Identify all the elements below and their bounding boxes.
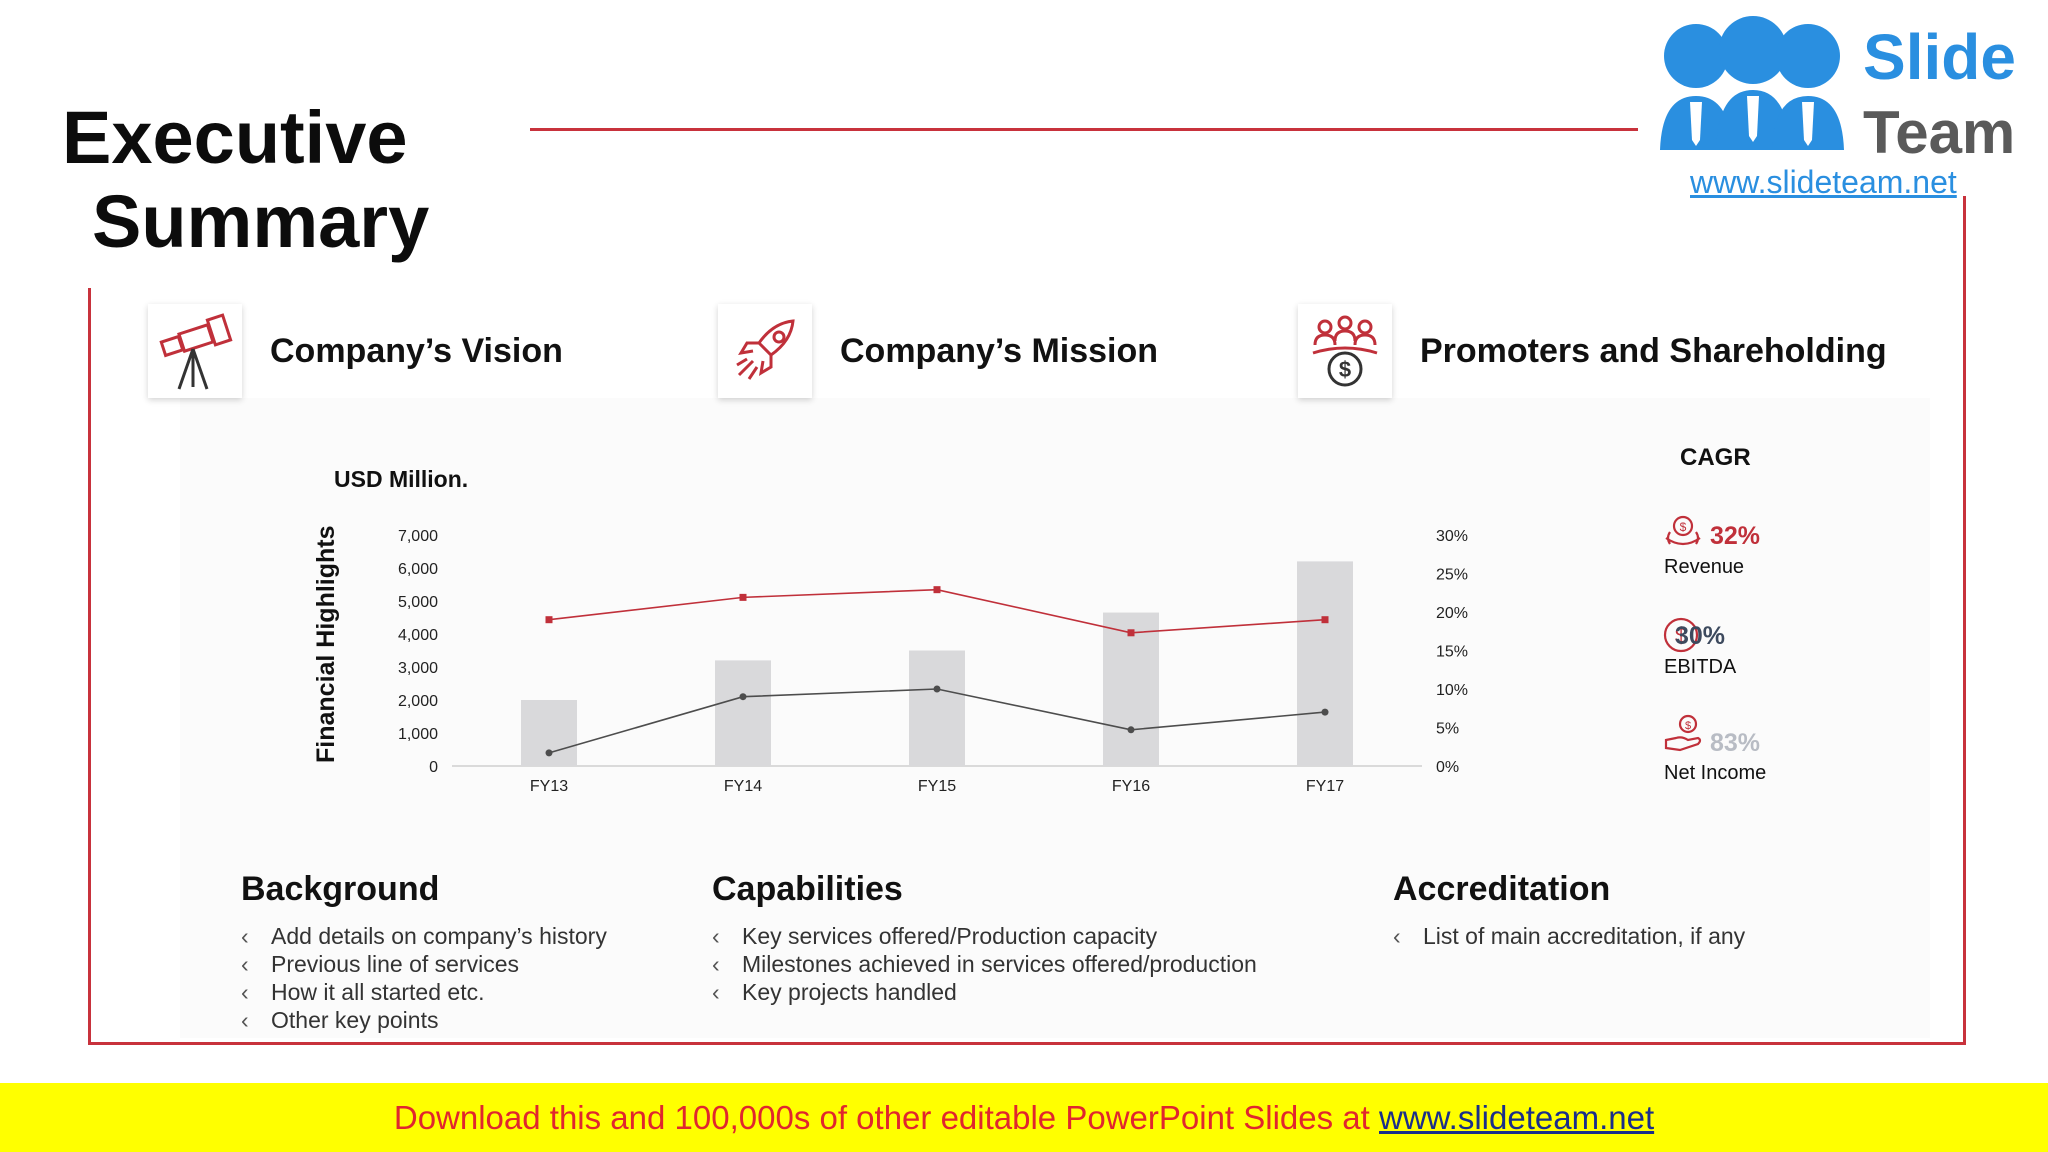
bar-fy15 (909, 650, 965, 766)
x-tick-label: FY16 (1112, 778, 1150, 795)
revenue-icon: $ (1665, 515, 1701, 546)
logo-word-slide: Slide (1863, 21, 2016, 93)
net-income-cagr-value: 83% (1710, 729, 1761, 757)
people-icon (1660, 16, 1844, 150)
x-tick-label: FY17 (1306, 778, 1344, 795)
cagr-title: CAGR (1680, 444, 1751, 471)
y2-tick-label: 20% (1436, 605, 1468, 622)
chart-y-axis-title: Financial Highlights (312, 525, 340, 763)
capabilities-list: Key services offered/Production capacity… (712, 922, 1257, 1006)
ebitda-cagr-label: EBITDA (1664, 656, 1737, 678)
accreditation-heading: Accreditation (1393, 870, 1611, 908)
title-line-2: Summary (92, 180, 430, 263)
list-item: Add details on company’s history (241, 922, 607, 950)
page-title: Executive Summary (62, 96, 429, 264)
y-tick-label: 1,000 (398, 726, 438, 743)
y2-tick-label: 0% (1436, 759, 1459, 776)
net-income-cagr-label: Net Income (1664, 762, 1767, 784)
y-tick-label: 6,000 (398, 561, 438, 578)
y-tick-label: 5,000 (398, 594, 438, 611)
svg-text:$: $ (1680, 520, 1687, 534)
series-1-point (1127, 629, 1135, 637)
svg-text:$: $ (1685, 720, 1691, 732)
x-tick-label: FY13 (530, 778, 568, 795)
series-2-point (933, 685, 941, 693)
list-item: Key projects handled (712, 978, 1257, 1006)
frame-right-line (1963, 128, 1966, 290)
banner-message: Download this and 100,000s of other edit… (0, 1099, 2048, 1137)
banner-text: Download this and 100,000s of other edit… (393, 1099, 1379, 1136)
revenue-cagr-value: 32% (1710, 522, 1761, 550)
list-item: Milestones achieved in services offered/… (712, 950, 1257, 978)
series-line-1 (548, 588, 1326, 634)
x-tick-label: FY14 (724, 778, 762, 795)
vision-heading: Company’s Vision (270, 332, 563, 370)
title-line-1: Executive (62, 96, 408, 179)
shareholders-icon: $ (1298, 304, 1392, 398)
logo-word-team: Team (1863, 99, 2016, 166)
capabilities-heading: Capabilities (712, 870, 903, 908)
slideteam-logo[interactable]: Slide Team www.slideteam.net (1638, 0, 2038, 200)
rocket-icon (718, 304, 812, 398)
list-item: Key services offered/Production capacity (712, 922, 1257, 950)
banner-link[interactable]: www.slideteam.net (1379, 1099, 1655, 1136)
list-item: List of main accreditation, if any (1393, 922, 1745, 950)
bar-fy16 (1103, 612, 1159, 766)
content-frame (88, 288, 1966, 1045)
list-item: How it all started etc. (241, 978, 607, 1006)
y2-tick-label: 5% (1436, 721, 1459, 738)
telescope-icon (148, 304, 242, 398)
y-tick-label: 3,000 (398, 660, 438, 677)
mission-heading: Company’s Mission (840, 332, 1159, 370)
x-tick-label: FY15 (918, 778, 956, 795)
chart-title: USD Million. (334, 466, 469, 492)
y2-tick-label: 15% (1436, 644, 1468, 661)
series-2-point (545, 749, 553, 757)
accreditation-list: List of main accreditation, if any (1393, 922, 1745, 950)
download-banner: Download this and 100,000s of other edit… (0, 1083, 2048, 1152)
y-tick-label: 4,000 (398, 627, 438, 644)
dollar-icon: $ (1663, 617, 1699, 653)
svg-text:$: $ (1339, 357, 1351, 382)
ebitda-cagr-value: 30% (1675, 622, 1726, 650)
list-item: Previous line of services (241, 950, 607, 978)
series-1-point (545, 616, 553, 624)
series-2-point (739, 693, 747, 701)
y-tick-label: 2,000 (398, 693, 438, 710)
hand-money-icon: $ (1664, 714, 1702, 752)
list-item: Other key points (241, 1006, 607, 1034)
logo-url-link[interactable]: www.slideteam.net (1690, 164, 1957, 200)
bar-fy14 (715, 660, 771, 766)
series-1-point (933, 586, 941, 594)
series-2-point (1127, 726, 1135, 734)
y2-tick-label: 30% (1436, 528, 1468, 545)
revenue-cagr-label: Revenue (1664, 556, 1745, 578)
y2-tick-label: 10% (1436, 682, 1468, 699)
y2-tick-label: 25% (1436, 567, 1468, 584)
frame-top-line (530, 128, 1966, 131)
series-1-point (739, 593, 747, 601)
y-tick-label: 0 (429, 759, 438, 776)
bar-fy17 (1297, 561, 1353, 766)
financial-chart: 0 1,000 2,000 3,000 4,000 5,000 6,000 7,000 0% 5%… (398, 528, 1468, 795)
y-tick-label: 7,000 (398, 528, 438, 545)
background-list: Add details on company’s history Previou… (241, 922, 607, 1034)
svg-text:$: $ (1675, 623, 1687, 648)
shareholding-heading: Promoters and Shareholding (1420, 332, 1887, 370)
series-2-point (1321, 708, 1329, 716)
series-1-point (1321, 616, 1329, 624)
background-heading: Background (241, 870, 440, 908)
